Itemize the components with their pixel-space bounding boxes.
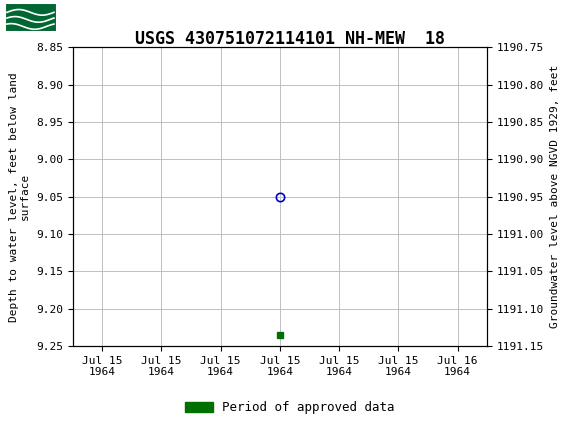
Text: USGS 430751072114101 NH-MEW  18: USGS 430751072114101 NH-MEW 18	[135, 30, 445, 48]
Bar	[5, 3, 57, 32]
Y-axis label: Groundwater level above NGVD 1929, feet: Groundwater level above NGVD 1929, feet	[550, 65, 560, 329]
Text: USGS: USGS	[67, 7, 130, 27]
Legend: Period of approved data: Period of approved data	[180, 396, 400, 419]
Y-axis label: Depth to water level, feet below land
surface: Depth to water level, feet below land su…	[9, 72, 30, 322]
